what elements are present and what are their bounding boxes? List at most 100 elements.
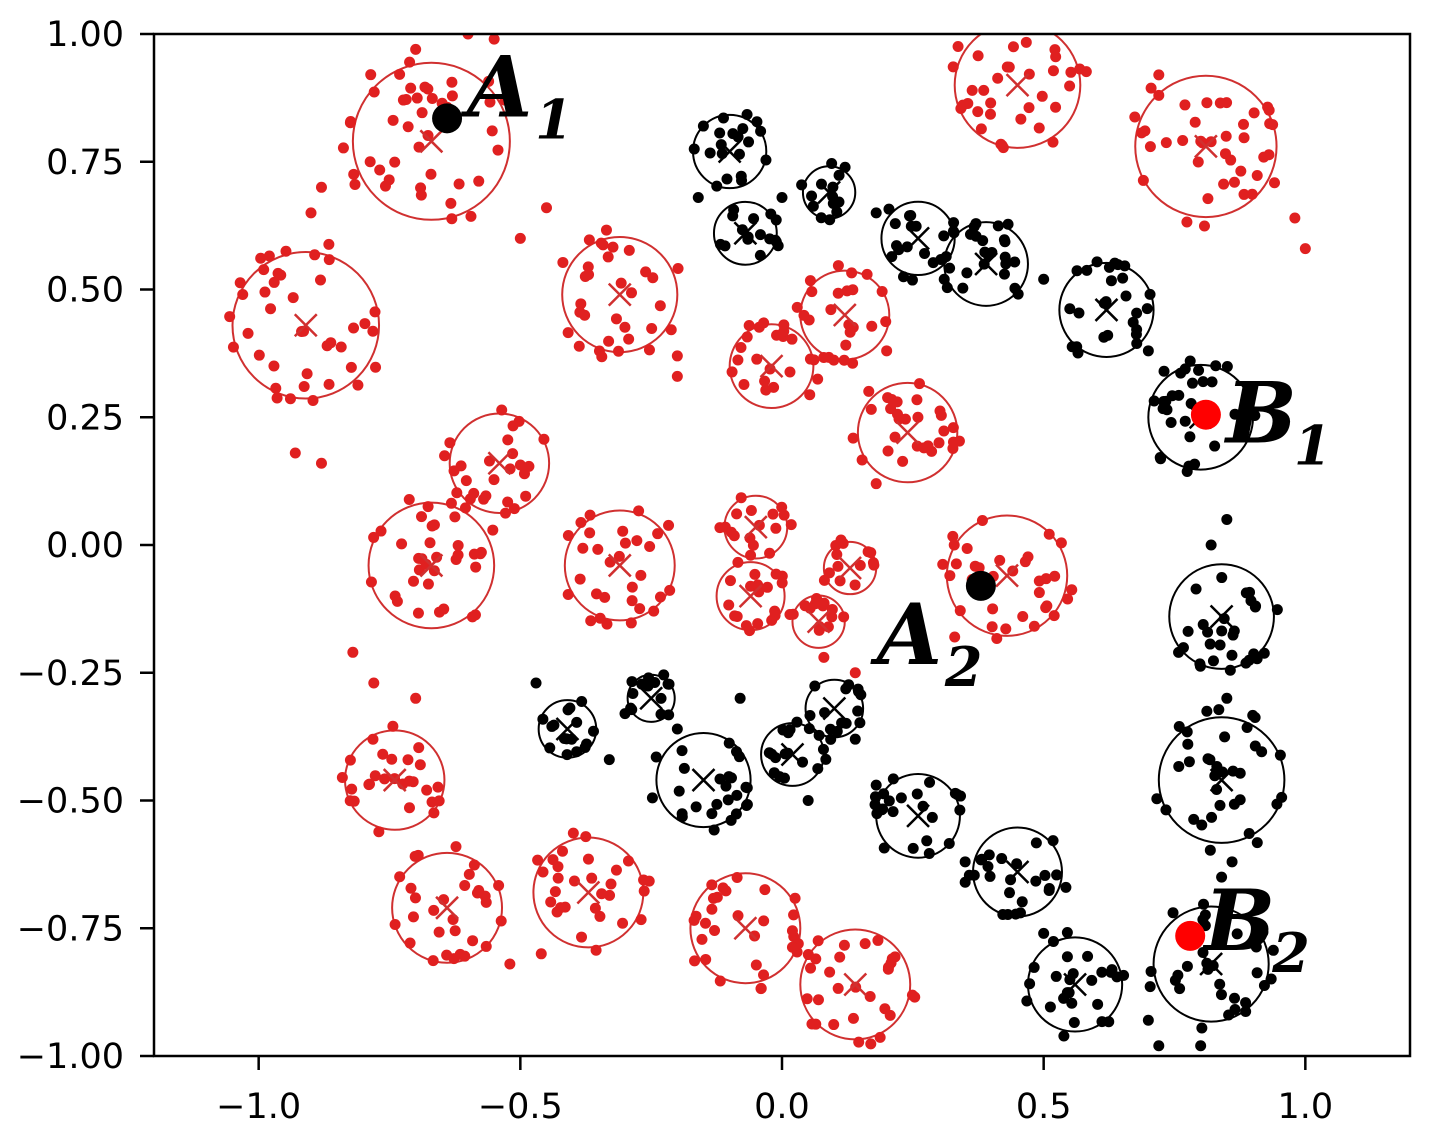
data-point	[1058, 992, 1070, 1004]
data-point	[1216, 572, 1228, 584]
data-point	[449, 511, 461, 523]
data-point	[1257, 926, 1269, 938]
cluster-circle	[953, 34, 1082, 149]
data-point	[259, 286, 271, 298]
data-point	[1240, 1006, 1252, 1018]
data-point	[394, 871, 406, 883]
cluster-circle	[689, 872, 802, 985]
data-point	[735, 492, 747, 504]
data-point	[1186, 377, 1198, 389]
data-point	[1202, 193, 1214, 205]
data-point	[619, 537, 631, 549]
data-point	[1202, 626, 1214, 638]
data-point	[626, 676, 638, 688]
data-point	[826, 158, 838, 170]
data-point	[1145, 82, 1157, 94]
data-point	[407, 911, 419, 923]
data-point	[1289, 212, 1301, 224]
data-point	[671, 350, 683, 362]
data-point	[737, 123, 749, 135]
data-point	[1249, 740, 1261, 752]
data-point	[722, 794, 734, 806]
data-point	[1179, 99, 1191, 111]
cluster-center-marker	[419, 553, 444, 578]
data-point	[889, 218, 901, 230]
data-point	[663, 519, 675, 531]
data-point	[841, 285, 853, 297]
data-point	[1173, 646, 1185, 658]
data-point	[1264, 118, 1276, 130]
cluster-center-marker	[759, 354, 784, 379]
annotation-subscript-a2: 2	[944, 635, 983, 699]
data-point	[1197, 376, 1209, 388]
data-point	[617, 917, 629, 929]
data-point	[635, 569, 647, 581]
data-point	[992, 220, 1004, 232]
data-point	[499, 507, 511, 519]
data-point	[940, 251, 952, 263]
data-point	[1030, 837, 1042, 849]
data-point	[749, 568, 761, 580]
data-point	[268, 276, 280, 288]
data-point	[1181, 216, 1193, 228]
data-point	[1181, 726, 1193, 738]
data-point	[877, 803, 889, 815]
data-point	[801, 993, 813, 1005]
data-point	[1055, 537, 1067, 549]
cluster-center-marker	[1005, 860, 1030, 884]
data-point	[688, 143, 700, 155]
data-point	[919, 247, 931, 259]
data-point	[741, 108, 753, 120]
data-point	[688, 914, 700, 926]
data-point	[596, 888, 608, 900]
data-point	[271, 392, 283, 404]
data-point	[1235, 165, 1247, 177]
data-point	[504, 958, 516, 970]
data-point	[448, 465, 460, 477]
data-point	[1194, 658, 1206, 670]
data-point	[874, 1031, 886, 1043]
data-point	[1271, 604, 1283, 616]
data-point	[1081, 264, 1093, 276]
data-point	[575, 517, 587, 529]
data-point	[346, 783, 358, 795]
data-point	[405, 82, 417, 94]
data-point	[1229, 408, 1241, 420]
data-point	[863, 385, 875, 397]
data-point	[439, 450, 451, 462]
data-point	[1206, 376, 1218, 388]
data-point	[741, 798, 753, 810]
data-point	[592, 543, 604, 555]
data-point	[947, 442, 959, 454]
cluster-circle	[856, 381, 959, 484]
cluster-center-marker	[743, 515, 768, 539]
data-point	[411, 92, 423, 104]
data-point	[599, 591, 611, 603]
data-point	[776, 577, 788, 589]
data-point	[714, 975, 726, 987]
data-point	[445, 497, 457, 509]
data-point	[603, 754, 615, 766]
cluster-center-marker	[995, 563, 1019, 588]
data-point	[998, 268, 1010, 280]
data-point	[389, 156, 401, 168]
data-point	[368, 531, 380, 543]
data-point	[487, 524, 499, 536]
data-point	[1153, 69, 1165, 81]
data-point	[1065, 66, 1077, 78]
data-point	[828, 354, 840, 366]
data-point	[901, 241, 913, 253]
data-point	[748, 213, 760, 225]
data-point	[796, 179, 808, 191]
data-point	[1223, 1009, 1235, 1021]
data-point	[549, 886, 561, 898]
data-point	[1038, 927, 1050, 939]
data-point	[433, 795, 445, 807]
data-point	[296, 325, 308, 337]
data-point	[1047, 835, 1059, 847]
data-point	[933, 437, 945, 449]
annotation-b1: B	[1224, 364, 1297, 463]
data-point	[778, 772, 790, 784]
cluster-centers	[293, 73, 1234, 997]
data-point	[806, 190, 818, 202]
